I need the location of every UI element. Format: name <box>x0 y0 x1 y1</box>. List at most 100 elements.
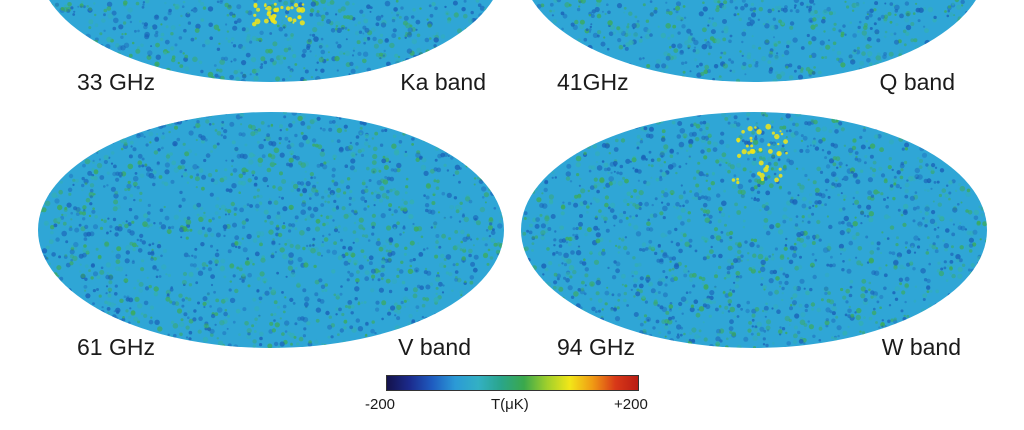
sky-speckle <box>797 74 804 80</box>
sky-speckle <box>460 240 464 244</box>
sky-speckle <box>557 49 560 52</box>
sky-speckle <box>535 78 540 82</box>
sky-speckle <box>728 114 731 118</box>
sky-speckle <box>158 221 163 225</box>
sky-speckle <box>98 158 101 161</box>
sky-speckle <box>702 256 707 261</box>
sky-speckle <box>817 200 822 205</box>
sky-speckle <box>279 317 282 320</box>
sky-speckle <box>868 146 871 150</box>
sky-speckle <box>893 260 899 266</box>
sky-speckle <box>325 310 330 316</box>
sky-speckle <box>38 255 44 261</box>
sky-speckle <box>487 148 491 152</box>
sky-speckle <box>73 10 76 13</box>
sky-speckle <box>489 256 494 260</box>
sky-speckle <box>245 52 251 58</box>
sky-speckle <box>695 183 700 188</box>
sky-speckle <box>448 237 452 241</box>
sky-speckle <box>644 118 648 121</box>
sky-speckle <box>62 221 67 226</box>
sky-speckle <box>358 264 364 270</box>
sky-speckle <box>305 181 311 187</box>
sky-speckle <box>327 200 330 204</box>
sky-speckle <box>657 291 661 294</box>
sky-speckle <box>378 270 381 273</box>
sky-speckle <box>317 298 321 302</box>
sky-speckle <box>889 20 893 24</box>
sky-speckle <box>214 211 219 216</box>
sky-speckle <box>542 273 545 276</box>
sky-speckle <box>697 308 700 311</box>
sky-speckle <box>452 174 455 177</box>
sky-speckle <box>374 332 377 335</box>
sky-speckle <box>417 242 420 245</box>
sky-speckle <box>269 0 273 3</box>
sky-speckle <box>303 262 309 268</box>
sky-speckle <box>823 30 826 33</box>
sky-speckle <box>814 258 818 262</box>
sky-speckle <box>473 254 479 260</box>
sky-speckle <box>455 209 460 214</box>
sky-speckle <box>121 317 126 322</box>
sky-speckle <box>363 207 367 211</box>
sky-speckle <box>400 300 404 305</box>
sky-speckle <box>841 268 845 272</box>
sky-speckle <box>493 302 497 306</box>
sky-speckle <box>177 61 180 65</box>
sky-speckle <box>608 152 611 155</box>
sky-speckle <box>575 162 581 168</box>
sky-speckle <box>673 205 676 208</box>
sky-speckle <box>408 214 414 220</box>
sky-speckle <box>937 115 942 120</box>
sky-speckle <box>869 8 874 14</box>
sky-speckle <box>569 180 573 183</box>
sky-speckle <box>324 189 329 194</box>
sky-speckle <box>432 127 438 133</box>
sky-speckle <box>676 134 682 139</box>
sky-speckle <box>668 268 672 272</box>
sky-speckle <box>251 35 257 42</box>
sky-speckle <box>355 31 360 36</box>
sky-speckle <box>430 120 435 125</box>
sky-speckle <box>288 229 292 233</box>
sky-speckle <box>826 245 832 251</box>
sky-speckle <box>651 345 654 348</box>
sky-speckle <box>854 157 858 161</box>
sky-speckle <box>531 336 535 339</box>
sky-speckle <box>765 319 772 325</box>
sky-speckle <box>763 305 769 311</box>
sky-speckle <box>662 292 668 298</box>
sky-speckle <box>381 158 387 164</box>
sky-speckle <box>934 303 939 308</box>
sky-speckle <box>556 49 561 54</box>
sky-speckle <box>111 314 117 320</box>
sky-speckle <box>973 185 976 188</box>
sky-speckle <box>930 187 933 190</box>
sky-speckle <box>132 247 136 252</box>
sky-speckle <box>352 49 355 52</box>
sky-speckle <box>597 29 602 35</box>
sky-speckle <box>179 190 183 195</box>
sky-speckle <box>198 0 202 3</box>
sky-speckle <box>978 0 985 4</box>
sky-speckle <box>371 168 377 174</box>
sky-speckle <box>771 307 774 310</box>
sky-speckle <box>82 205 87 210</box>
sky-speckle <box>279 129 282 132</box>
sky-speckle <box>483 298 488 303</box>
sky-speckle <box>604 220 607 224</box>
sky-speckle <box>964 157 970 163</box>
sky-speckle <box>384 38 389 42</box>
sky-speckle <box>309 172 314 177</box>
sky-speckle <box>625 30 629 34</box>
sky-speckle <box>71 127 77 132</box>
sky-speckle <box>655 58 661 65</box>
sky-speckle <box>378 169 382 173</box>
sky-speckle <box>848 258 851 262</box>
sky-speckle <box>713 286 717 290</box>
sky-speckle <box>738 275 743 279</box>
sky-speckle <box>369 10 372 13</box>
sky-speckle <box>876 38 881 43</box>
sky-speckle <box>264 290 270 296</box>
